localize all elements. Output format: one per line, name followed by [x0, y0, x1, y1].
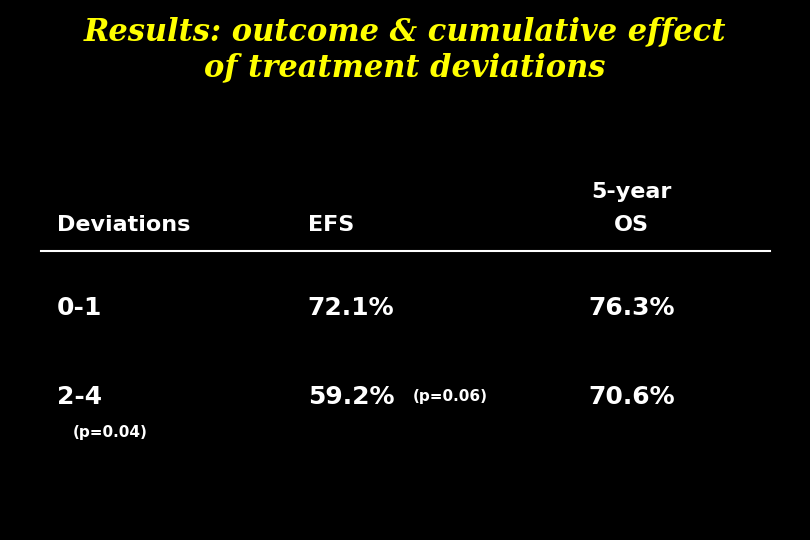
- Text: 2-4: 2-4: [57, 385, 102, 409]
- Text: Results: outcome & cumulative effect
of treatment deviations: Results: outcome & cumulative effect of …: [83, 16, 727, 83]
- Text: 5-year: 5-year: [591, 183, 672, 202]
- Text: 76.3%: 76.3%: [589, 296, 675, 320]
- Text: OS: OS: [614, 215, 650, 235]
- Text: 0-1: 0-1: [57, 296, 102, 320]
- Text: Deviations: Deviations: [57, 215, 190, 235]
- Text: 70.6%: 70.6%: [589, 385, 675, 409]
- Text: 59.2%: 59.2%: [308, 385, 394, 409]
- Text: (p=0.04): (p=0.04): [73, 424, 147, 440]
- Text: 72.1%: 72.1%: [308, 296, 394, 320]
- Text: EFS: EFS: [308, 215, 354, 235]
- Text: (p=0.06): (p=0.06): [413, 389, 488, 404]
